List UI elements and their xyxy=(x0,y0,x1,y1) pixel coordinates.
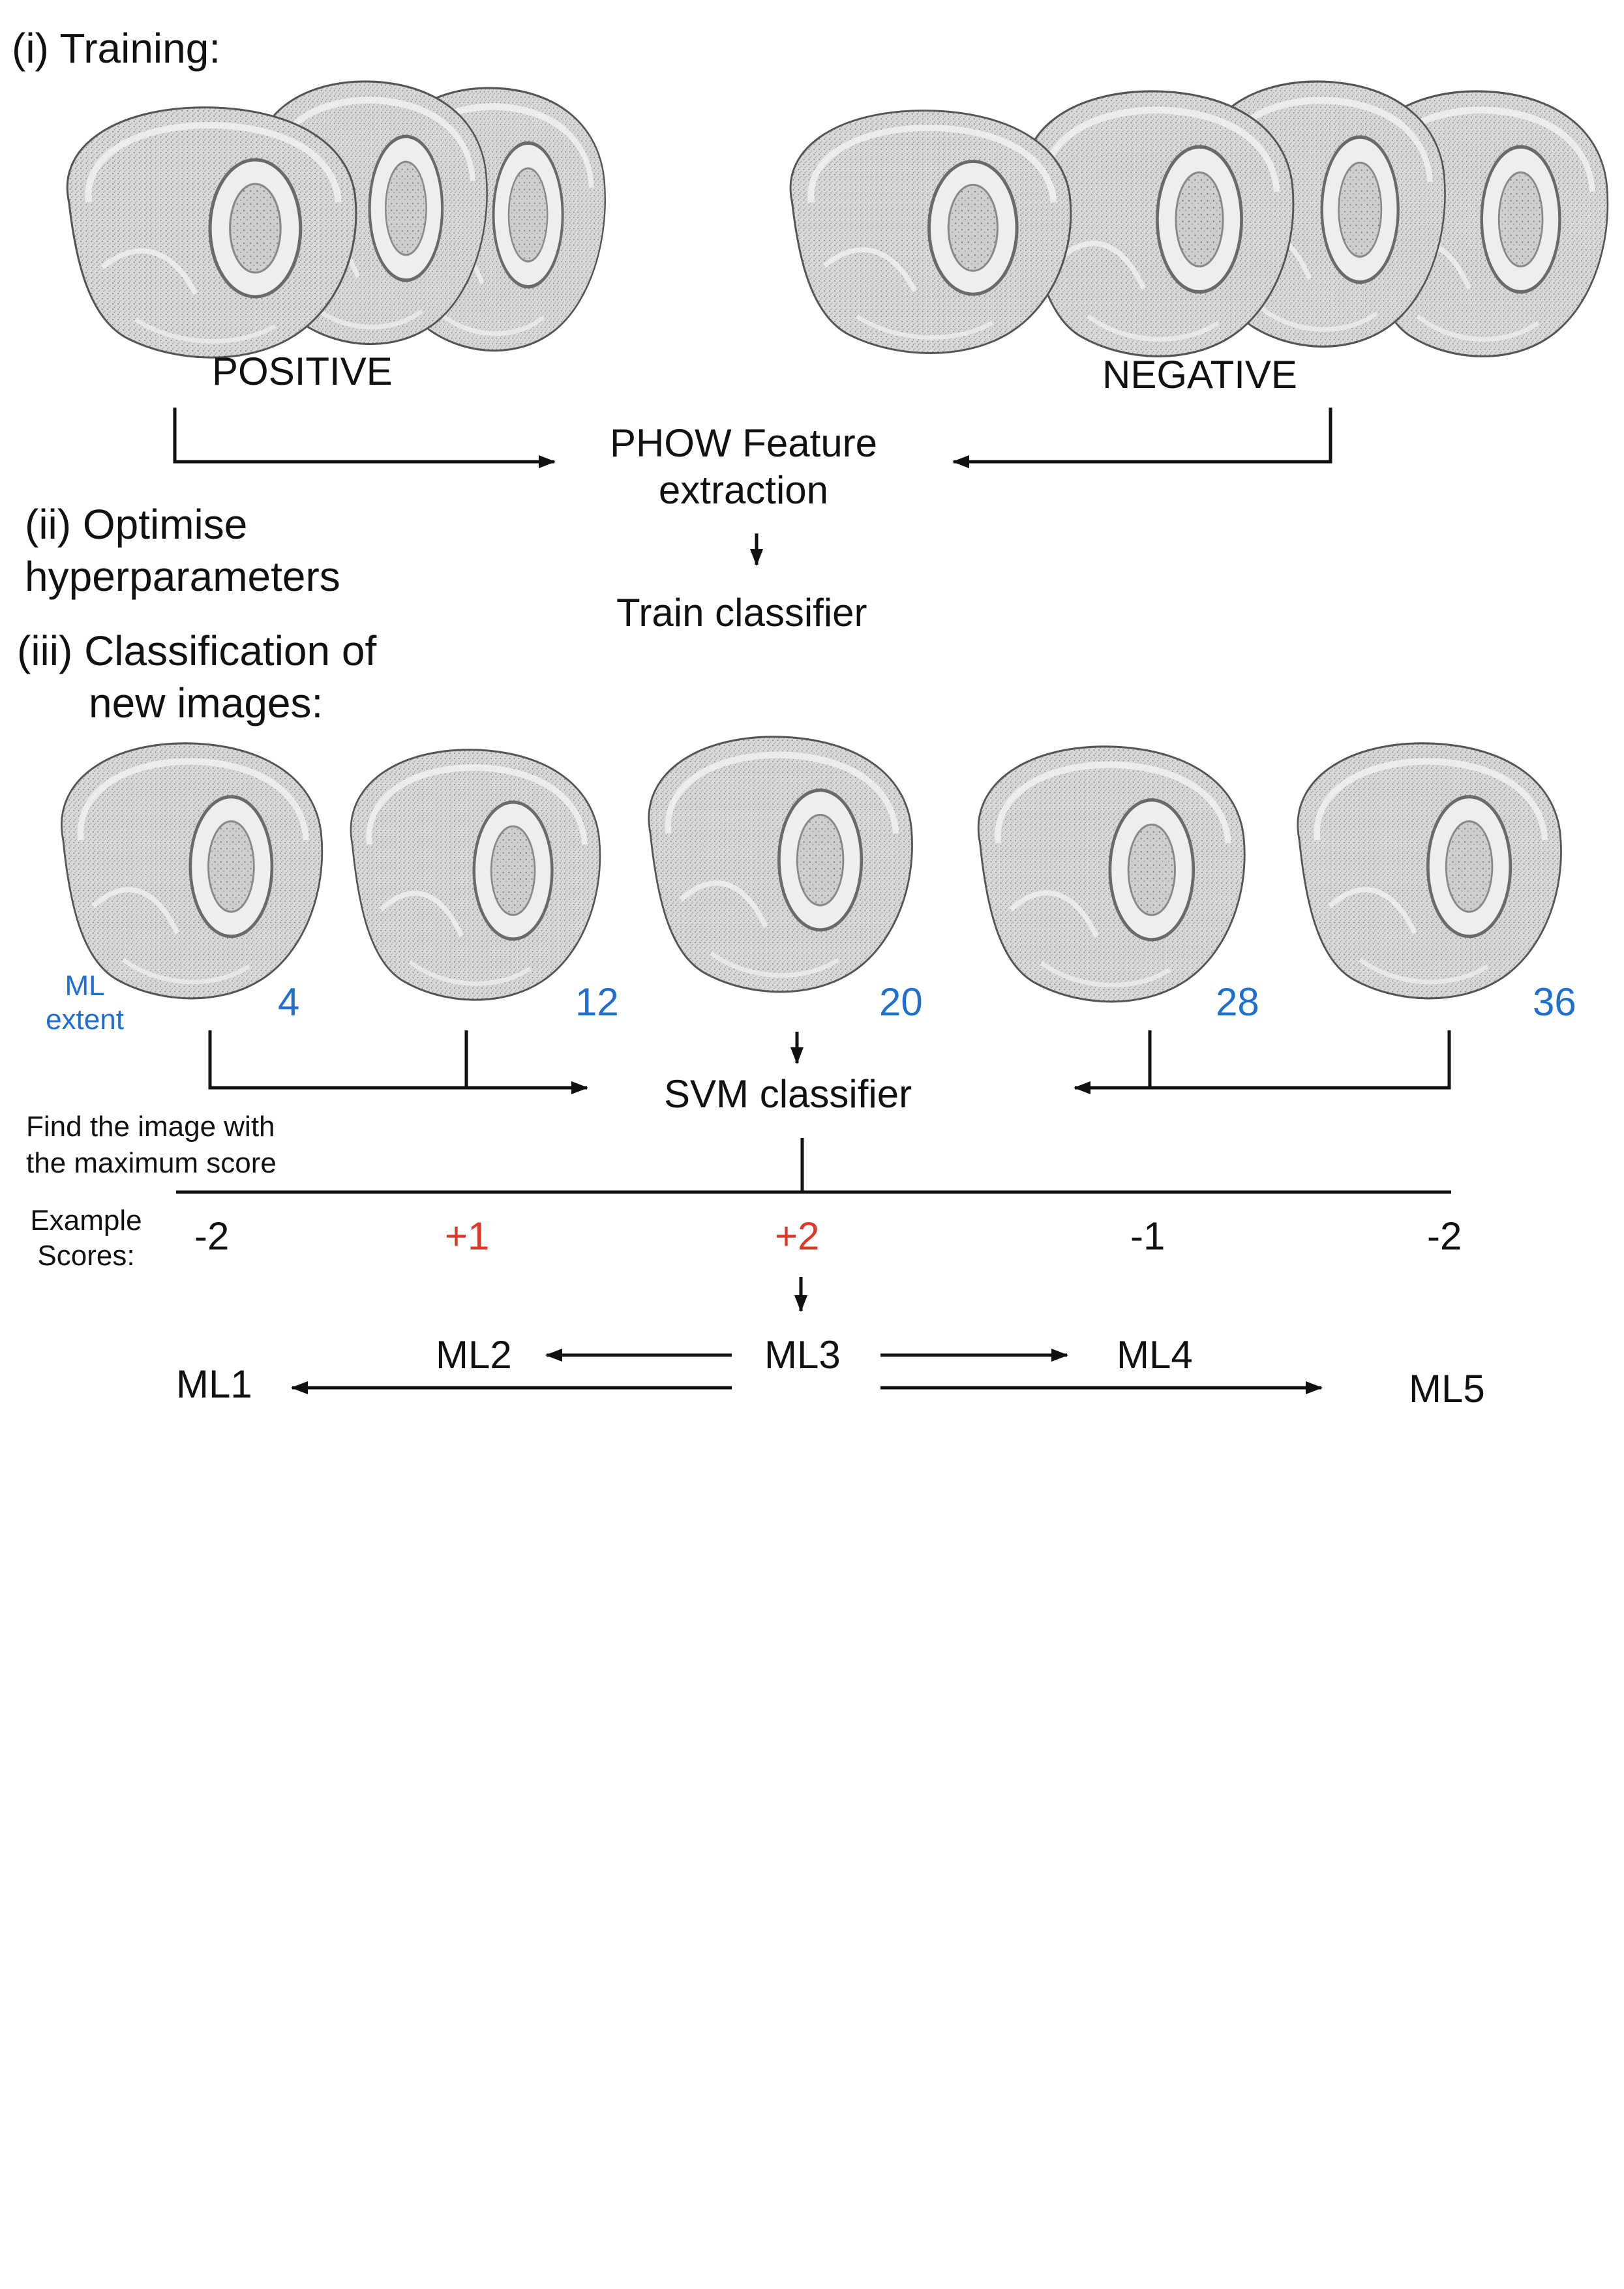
phow-feature-label-line2: extraction xyxy=(658,468,829,512)
negative-connector xyxy=(952,408,1332,468)
ml4-label: ML4 xyxy=(1117,1333,1193,1377)
score-image-1: -2 xyxy=(194,1214,230,1258)
score-image-2: +1 xyxy=(445,1214,490,1258)
example-scores-label-line2: Scores: xyxy=(37,1240,135,1272)
extent-value-36: 36 xyxy=(1533,980,1576,1024)
section-classification-heading-line1: (iii) Classification of xyxy=(17,627,377,674)
positive-connector xyxy=(173,408,556,468)
example-scores-label-line1: Example xyxy=(30,1204,142,1236)
ml-extent-label-line1: ML xyxy=(65,970,105,1002)
score-image-5: -2 xyxy=(1427,1214,1462,1258)
ml-extent-label-line2: extent xyxy=(46,1004,124,1036)
find-max-label-line1: Find the image with xyxy=(26,1111,275,1143)
ml3-label: ML3 xyxy=(764,1333,841,1377)
section-training-heading: (i) Training: xyxy=(12,25,221,72)
phow-feature-label-line1: PHOW Feature xyxy=(609,421,878,465)
score-image-3: +2 xyxy=(775,1214,820,1258)
extent-value-4: 4 xyxy=(278,980,300,1024)
positive-label: POSITIVE xyxy=(212,350,393,393)
section-classification-heading-line2: new images: xyxy=(89,680,323,726)
extent-value-20: 20 xyxy=(879,980,923,1024)
section-optimise-heading-line1: (ii) Optimise xyxy=(25,501,248,548)
left-images-connector xyxy=(208,1030,588,1094)
right-images-connector xyxy=(1074,1030,1451,1094)
negative-label: NEGATIVE xyxy=(1102,353,1297,396)
extent-value-12: 12 xyxy=(575,980,619,1024)
ml1-label: ML1 xyxy=(176,1362,252,1406)
find-max-label-line2: the maximum score xyxy=(26,1147,277,1179)
extent-value-28: 28 xyxy=(1216,980,1259,1024)
ml5-label: ML5 xyxy=(1409,1367,1485,1411)
train-classifier-label: Train classifier xyxy=(616,591,867,635)
svm-classifier-label: SVM classifier xyxy=(664,1072,912,1116)
ml2-label: ML2 xyxy=(436,1333,512,1377)
score-image-4: -1 xyxy=(1130,1214,1165,1258)
section-optimise-heading-line2: hyperparameters xyxy=(25,553,340,600)
